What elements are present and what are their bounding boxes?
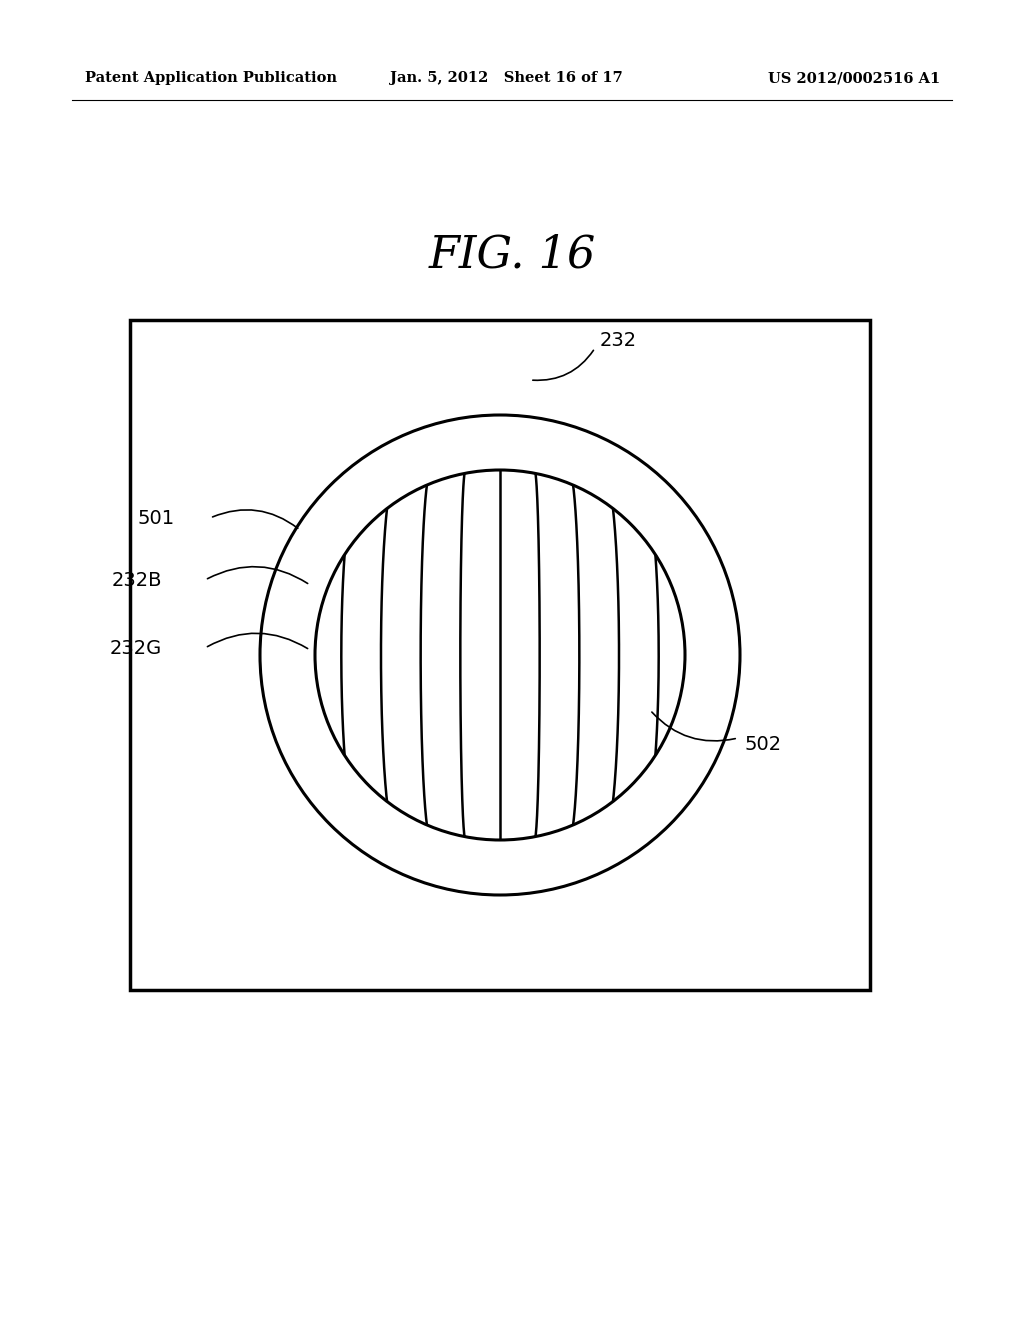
Text: Patent Application Publication: Patent Application Publication: [85, 71, 337, 84]
Text: 232: 232: [600, 330, 637, 350]
Text: 502: 502: [745, 735, 782, 755]
Text: 232B: 232B: [112, 570, 162, 590]
Text: Jan. 5, 2012   Sheet 16 of 17: Jan. 5, 2012 Sheet 16 of 17: [390, 71, 623, 84]
Text: US 2012/0002516 A1: US 2012/0002516 A1: [768, 71, 940, 84]
Text: 501: 501: [138, 508, 175, 528]
Text: FIG. 16: FIG. 16: [428, 234, 596, 277]
Bar: [130, 319, 870, 990]
Text: 232G: 232G: [110, 639, 162, 657]
